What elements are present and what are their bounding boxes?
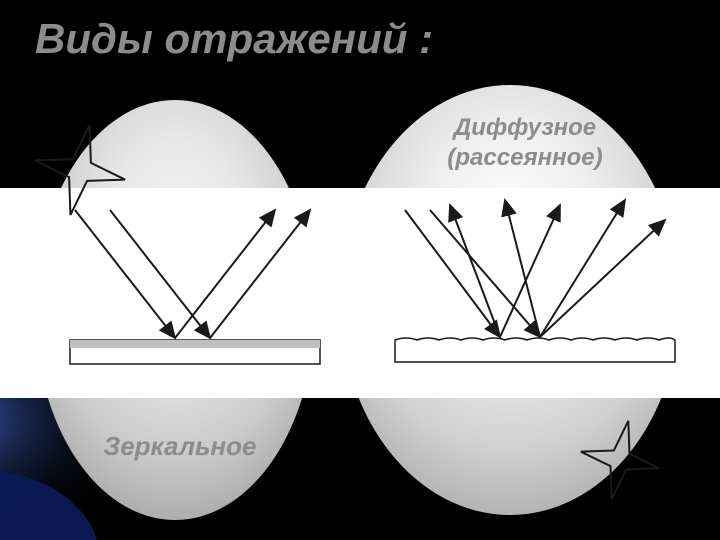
slide-title: Виды отражений : bbox=[35, 15, 433, 63]
specular-label: Зеркальное bbox=[80, 430, 280, 463]
slide: Виды отражений : Диффузное(рассеянное) З… bbox=[0, 0, 720, 540]
diffuse-label: Диффузное(рассеянное) bbox=[415, 113, 635, 173]
